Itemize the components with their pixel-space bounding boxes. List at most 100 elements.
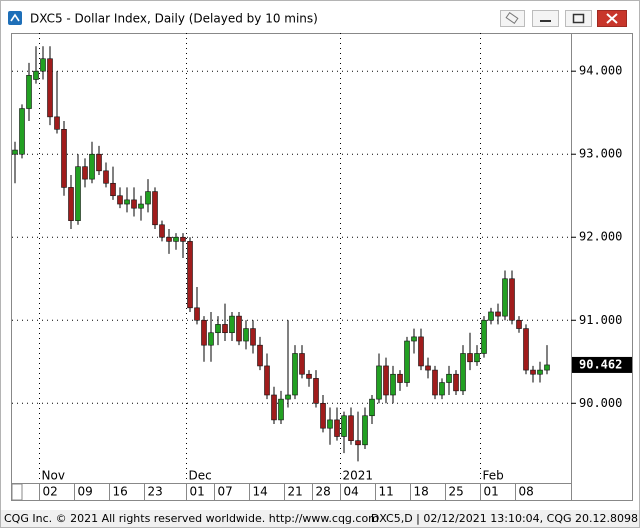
x-tick-label: 23 bbox=[148, 485, 163, 499]
candle-body bbox=[187, 241, 193, 309]
candle-body bbox=[75, 166, 81, 221]
candle-body bbox=[103, 170, 109, 184]
pin-button[interactable] bbox=[500, 10, 525, 27]
x-tick-label: 21 bbox=[288, 485, 303, 499]
candle-body bbox=[320, 402, 326, 429]
candle-body bbox=[292, 353, 298, 396]
candle-body bbox=[516, 319, 522, 329]
candle-body bbox=[145, 191, 151, 205]
candle-body bbox=[117, 195, 123, 205]
candle-body bbox=[299, 353, 305, 375]
candle-body bbox=[61, 129, 67, 188]
candle-body bbox=[243, 328, 249, 342]
candle-body bbox=[446, 373, 452, 383]
plot: 90.000 91.000 92.000 93.000 94.000 Nov Dec 2021… bbox=[12, 33, 632, 500]
candle-body bbox=[152, 191, 158, 226]
candle-body bbox=[306, 373, 312, 379]
candle-body bbox=[19, 108, 25, 155]
window-title: DXC5 - Dollar Index, Daily (Delayed by 1… bbox=[30, 12, 318, 26]
x-tick-label: 18 bbox=[414, 485, 429, 499]
y-tick-label: 94.000 bbox=[579, 64, 622, 78]
x-tick-label: 14 bbox=[253, 485, 268, 499]
candle-body bbox=[215, 324, 221, 334]
status-bar bbox=[1, 510, 639, 527]
candle-body bbox=[131, 199, 137, 209]
candle-body bbox=[425, 365, 431, 371]
candle-body bbox=[397, 373, 403, 383]
x-tick-label: 11 bbox=[379, 485, 394, 499]
maximize-button[interactable] bbox=[565, 10, 592, 27]
app-icon-glyph bbox=[10, 13, 20, 22]
x-tick-label: 25 bbox=[449, 485, 464, 499]
candle-body bbox=[194, 307, 200, 321]
candle-body bbox=[166, 236, 172, 242]
y-tick-label: 93.000 bbox=[579, 147, 622, 161]
candle-body bbox=[362, 415, 368, 446]
candle-body bbox=[418, 336, 424, 367]
candle-body bbox=[124, 199, 130, 205]
last-price-label: 90.462 bbox=[579, 357, 622, 371]
x-tick-label: 04 bbox=[344, 485, 359, 499]
month-label: Dec bbox=[189, 469, 212, 483]
candle-body bbox=[502, 278, 508, 317]
x-tick-label: 01 bbox=[190, 485, 205, 499]
candle-body bbox=[432, 369, 438, 396]
candle-body bbox=[348, 415, 354, 441]
candle-body bbox=[467, 353, 473, 363]
candle-body bbox=[313, 378, 319, 404]
candle-body bbox=[222, 324, 228, 334]
candle-body bbox=[89, 153, 95, 180]
candle-body bbox=[278, 398, 284, 421]
candle-body bbox=[96, 153, 102, 172]
candle-body bbox=[40, 58, 46, 72]
candle-body bbox=[138, 203, 144, 209]
y-tick-label: 91.000 bbox=[579, 313, 622, 327]
x-tick-label: 01 bbox=[484, 485, 499, 499]
candle-body bbox=[544, 364, 550, 371]
corner-box bbox=[11, 483, 23, 501]
candle-body bbox=[383, 365, 389, 396]
x-tick-label: 07 bbox=[218, 485, 233, 499]
candle-body bbox=[264, 365, 270, 396]
candle-body bbox=[537, 369, 543, 375]
candle-body bbox=[26, 75, 32, 109]
candle-body bbox=[530, 369, 536, 375]
x-tick-label: 08 bbox=[519, 485, 534, 499]
chart-frame bbox=[11, 33, 633, 501]
app-icon bbox=[8, 11, 22, 25]
candle-body bbox=[453, 373, 459, 392]
candle-body bbox=[12, 149, 18, 155]
candle-body bbox=[327, 419, 333, 429]
candle-body bbox=[439, 382, 445, 396]
x-tick-label: 28 bbox=[316, 485, 331, 499]
candle-body bbox=[495, 311, 501, 317]
candle-body bbox=[488, 311, 494, 321]
candle-body bbox=[236, 315, 242, 342]
candle-body bbox=[271, 394, 277, 421]
candle-body bbox=[229, 315, 235, 334]
candle-body bbox=[47, 58, 53, 118]
month-label: Nov bbox=[42, 469, 65, 483]
y-tick-label: 90.000 bbox=[579, 396, 622, 410]
candle-body bbox=[250, 328, 256, 346]
candle-body bbox=[208, 332, 214, 346]
candle-body bbox=[33, 70, 39, 80]
month-label: 2021 bbox=[343, 469, 374, 483]
x-tick-label: 09 bbox=[78, 485, 93, 499]
candle-body bbox=[411, 336, 417, 342]
candle-body bbox=[201, 319, 207, 346]
candle-body bbox=[341, 415, 347, 437]
candle-body bbox=[173, 236, 179, 242]
candle-body bbox=[110, 182, 116, 197]
month-label: Feb bbox=[483, 469, 504, 483]
candle-body bbox=[369, 398, 375, 417]
candle-body bbox=[523, 328, 529, 371]
candle-body bbox=[376, 365, 382, 400]
candle-body bbox=[481, 319, 487, 354]
close-button[interactable] bbox=[597, 10, 627, 27]
candle-body bbox=[180, 236, 186, 242]
candle-body bbox=[82, 166, 88, 180]
minimize-button[interactable] bbox=[532, 10, 559, 27]
